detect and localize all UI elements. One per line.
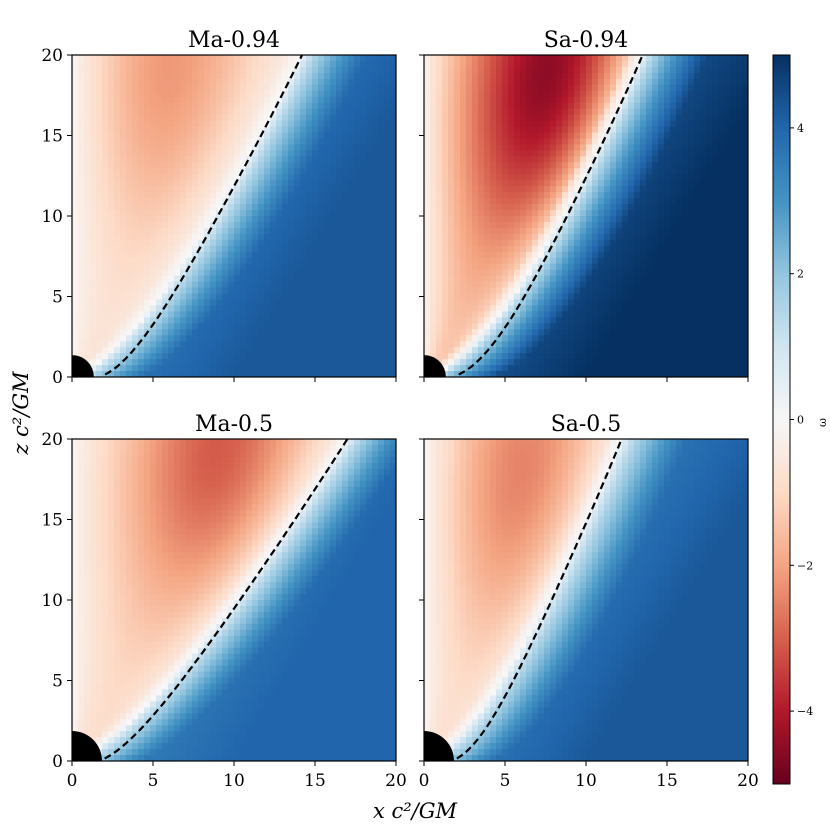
y-tick-label: 5 — [52, 672, 63, 692]
colorbar-tick-label: 2 — [797, 268, 804, 281]
colorbar-tick-label: −2 — [797, 559, 813, 572]
heatmap-field — [424, 439, 748, 761]
panel-title: Sa-0.94 — [544, 28, 629, 53]
black-hole-horizon — [424, 731, 454, 761]
black-hole-horizon — [72, 731, 102, 761]
panel-title: Ma-0.5 — [195, 412, 273, 437]
y-axis-label: z c²/GM — [9, 371, 33, 456]
black-hole-horizon — [72, 355, 94, 377]
colorbar-tick-label: 0 — [797, 414, 804, 427]
colorbar-tick-label: −4 — [797, 705, 813, 718]
panels-layer: Ma-0.94 0 5 10 15 20 Sa-0.94 Ma-0.5 0 5 10 15 20 0 5 10… — [41, 28, 758, 791]
panel-sa-0.5: Sa-0.5 0 5 10 15 20 — [419, 412, 759, 791]
x-tick-label: 0 — [67, 771, 78, 791]
panel-ma-0.94: Ma-0.94 0 5 10 15 20 — [41, 28, 397, 388]
x-tick-label: 15 — [656, 771, 678, 791]
y-tick-label: 15 — [41, 511, 63, 531]
y-tick-label: 0 — [52, 752, 63, 772]
colorbar-tick-label: 4 — [797, 122, 804, 135]
panel-title: Sa-0.5 — [551, 412, 622, 437]
boundary-dashed-line — [458, 55, 644, 376]
x-tick-label: 20 — [737, 771, 759, 791]
black-hole-horizon — [424, 355, 446, 377]
y-tick-label: 15 — [41, 127, 63, 147]
x-tick-label: 10 — [223, 771, 245, 791]
y-tick-label: 0 — [52, 368, 63, 388]
colorbar: −4 −2 0 2 4 ω — [772, 54, 829, 785]
heatmap-field — [72, 439, 396, 761]
x-tick-label: 20 — [385, 771, 407, 791]
x-tick-label: 15 — [304, 771, 326, 791]
heatmap-field — [72, 55, 396, 377]
panel-sa-0.94: Sa-0.94 — [419, 28, 749, 382]
colorbar-label: ω — [816, 418, 829, 427]
panel-ma-0.5: Ma-0.5 0 5 10 15 20 0 5 10 15 20 — [41, 412, 406, 791]
colorbar-gradient — [773, 55, 790, 784]
panel-title: Ma-0.94 — [188, 28, 280, 53]
x-tick-label: 5 — [500, 771, 511, 791]
y-tick-label: 20 — [41, 46, 63, 66]
heatmap-field — [424, 55, 748, 377]
x-tick-label: 0 — [419, 771, 430, 791]
y-tick-label: 20 — [41, 430, 63, 450]
x-tick-label: 10 — [575, 771, 597, 791]
y-tick-label: 5 — [52, 288, 63, 308]
y-tick-label: 10 — [41, 591, 63, 611]
boundary-dashed-line — [456, 439, 623, 760]
x-tick-label: 5 — [148, 771, 159, 791]
x-axis-label: x c²/GM — [373, 799, 458, 823]
y-tick-label: 10 — [41, 207, 63, 227]
boundary-dashed-line — [104, 439, 349, 760]
